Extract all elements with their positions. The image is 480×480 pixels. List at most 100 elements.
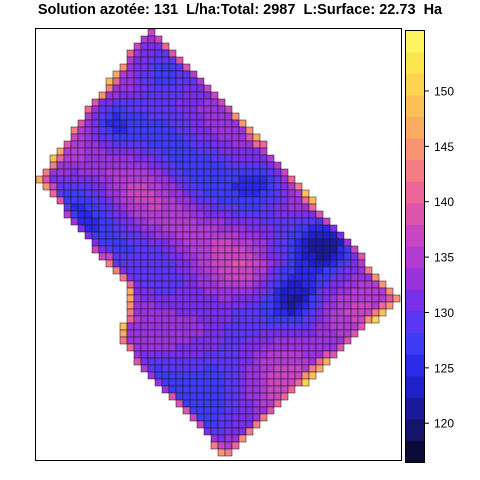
map-cell bbox=[329, 224, 338, 233]
map-cell bbox=[266, 154, 275, 163]
map-cell bbox=[224, 168, 233, 177]
map-cell bbox=[182, 168, 191, 177]
map-cell bbox=[217, 392, 226, 401]
map-cell bbox=[245, 140, 254, 149]
map-cell bbox=[280, 385, 289, 394]
map-cell bbox=[336, 273, 345, 282]
map-cell bbox=[63, 196, 72, 205]
map-cell bbox=[196, 77, 205, 86]
map-cell bbox=[140, 364, 149, 373]
map-cell bbox=[196, 133, 205, 142]
map-cell bbox=[252, 329, 261, 338]
map-cell bbox=[231, 308, 240, 317]
map-cell bbox=[161, 308, 170, 317]
map-cell bbox=[105, 224, 114, 233]
map-cell bbox=[210, 406, 219, 415]
map-cell bbox=[105, 161, 114, 170]
map-cell bbox=[133, 224, 142, 233]
map-cell bbox=[147, 49, 156, 58]
map-cell bbox=[147, 182, 156, 191]
map-cell bbox=[196, 119, 205, 128]
map-cell bbox=[273, 294, 282, 303]
map-cell bbox=[231, 175, 240, 184]
map-cell bbox=[84, 112, 93, 121]
map-cell bbox=[105, 231, 114, 240]
map-cell bbox=[203, 420, 212, 429]
map-cell bbox=[294, 203, 303, 212]
map-cell bbox=[273, 217, 282, 226]
map-cell bbox=[126, 231, 135, 240]
map-cell bbox=[280, 343, 289, 352]
map-cell bbox=[280, 231, 289, 240]
map-cell bbox=[343, 280, 352, 289]
map-cell bbox=[336, 336, 345, 345]
map-cell bbox=[189, 357, 198, 366]
map-cell bbox=[119, 147, 128, 156]
map-cell bbox=[196, 203, 205, 212]
map-cell bbox=[252, 287, 261, 296]
map-cell bbox=[315, 315, 324, 324]
map-cell bbox=[147, 259, 156, 268]
map-cell bbox=[189, 371, 198, 380]
map-cell bbox=[238, 336, 247, 345]
map-cell bbox=[161, 294, 170, 303]
map-cell bbox=[119, 266, 128, 275]
map-cell bbox=[133, 91, 142, 100]
map-cell bbox=[238, 301, 247, 310]
plot-frame bbox=[35, 28, 402, 461]
map-cell bbox=[231, 168, 240, 177]
map-cell bbox=[147, 252, 156, 261]
colorbar-swatch bbox=[405, 116, 424, 139]
map-cell bbox=[133, 350, 142, 359]
map-cell bbox=[154, 154, 163, 163]
map-cell bbox=[126, 266, 135, 275]
map-cell bbox=[189, 294, 198, 303]
map-cell bbox=[161, 182, 170, 191]
map-cell bbox=[154, 301, 163, 310]
map-cell bbox=[210, 133, 219, 142]
map-cell bbox=[315, 301, 324, 310]
map-cell bbox=[168, 385, 177, 394]
map-cell bbox=[147, 35, 156, 44]
map-cell bbox=[140, 287, 149, 296]
map-cell bbox=[91, 161, 100, 170]
map-cell bbox=[63, 182, 72, 191]
map-cell bbox=[161, 238, 170, 247]
map-cell bbox=[224, 364, 233, 373]
map-cell bbox=[140, 252, 149, 261]
map-cell bbox=[210, 336, 219, 345]
map-cell bbox=[203, 294, 212, 303]
map-cell bbox=[196, 308, 205, 317]
map-cell bbox=[98, 154, 107, 163]
map-cell bbox=[77, 161, 86, 170]
map-cell bbox=[189, 182, 198, 191]
map-cell bbox=[98, 203, 107, 212]
map-cell bbox=[119, 329, 128, 338]
map-cell bbox=[294, 238, 303, 247]
map-cell bbox=[119, 112, 128, 121]
map-cell bbox=[343, 315, 352, 324]
map-cell bbox=[133, 252, 142, 261]
map-cell bbox=[287, 350, 296, 359]
map-cell bbox=[210, 196, 219, 205]
map-cell bbox=[70, 210, 79, 219]
map-cell bbox=[217, 336, 226, 345]
map-cell bbox=[161, 189, 170, 198]
map-cell bbox=[329, 336, 338, 345]
map-cell bbox=[301, 203, 310, 212]
map-cell bbox=[189, 378, 198, 387]
map-cell bbox=[357, 294, 366, 303]
map-cell bbox=[147, 133, 156, 142]
map-cell bbox=[231, 406, 240, 415]
map-cell bbox=[126, 343, 135, 352]
map-cell bbox=[98, 105, 107, 114]
map-cell bbox=[140, 203, 149, 212]
map-cell bbox=[203, 217, 212, 226]
map-cell bbox=[259, 175, 268, 184]
map-cell bbox=[266, 287, 275, 296]
map-cell bbox=[189, 217, 198, 226]
map-cell bbox=[98, 91, 107, 100]
map-cell bbox=[336, 259, 345, 268]
map-cell bbox=[231, 427, 240, 436]
map-cell bbox=[224, 294, 233, 303]
